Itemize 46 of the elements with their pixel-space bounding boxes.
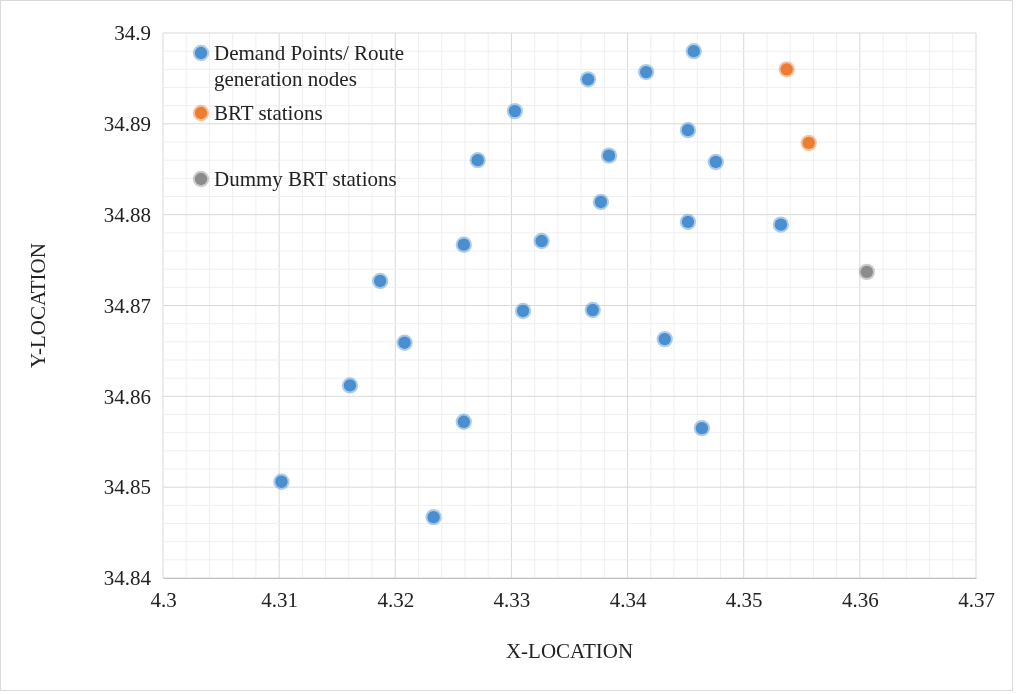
x-tick-label: 4.31 [261, 587, 299, 612]
point [778, 61, 795, 78]
x-tick-label: 4.32 [377, 587, 415, 612]
point [800, 134, 817, 152]
point [584, 301, 601, 319]
point [455, 236, 472, 253]
x-tick-label: 4.34 [609, 587, 647, 612]
point [425, 508, 442, 526]
point [372, 272, 389, 290]
point [341, 377, 359, 394]
point [656, 330, 673, 348]
x-axis-title: X-LOCATION [505, 639, 634, 663]
y-tick-label: 34.89 [103, 112, 151, 137]
point [469, 152, 486, 169]
point [273, 473, 290, 490]
point [858, 263, 876, 281]
x-tick-label: 4.36 [841, 587, 879, 612]
x-tick-label: 4.3 [150, 587, 177, 612]
point [396, 334, 413, 351]
x-tick-label: 4.35 [725, 587, 763, 612]
point [679, 213, 697, 231]
y-tick-label: 34.88 [103, 202, 151, 227]
y-tick-label: 34.9 [114, 21, 151, 46]
point [707, 153, 725, 171]
y-tick-label: 34.85 [103, 475, 151, 500]
point [455, 413, 472, 430]
point [772, 216, 790, 233]
y-tick-label: 34.84 [103, 566, 152, 591]
x-tick-label: 4.33 [493, 587, 531, 612]
point [592, 193, 610, 211]
legend-label: Demand Points/ Route generation nodes [214, 41, 405, 91]
point [514, 302, 532, 320]
y-tick-label: 34.86 [103, 384, 151, 409]
point [506, 102, 524, 120]
point [600, 147, 618, 164]
point [579, 71, 597, 88]
y-axis-title: Y-LOCATION [26, 243, 50, 368]
point [685, 43, 702, 60]
point [533, 232, 550, 250]
point [637, 63, 655, 81]
y-tick-label: 34.87 [103, 293, 151, 318]
legend-label: Dummy BRT stations [214, 167, 397, 191]
point [679, 122, 697, 139]
legend-label: BRT stations [214, 101, 323, 125]
point [693, 419, 711, 437]
x-tick-label: 4.37 [958, 587, 995, 612]
